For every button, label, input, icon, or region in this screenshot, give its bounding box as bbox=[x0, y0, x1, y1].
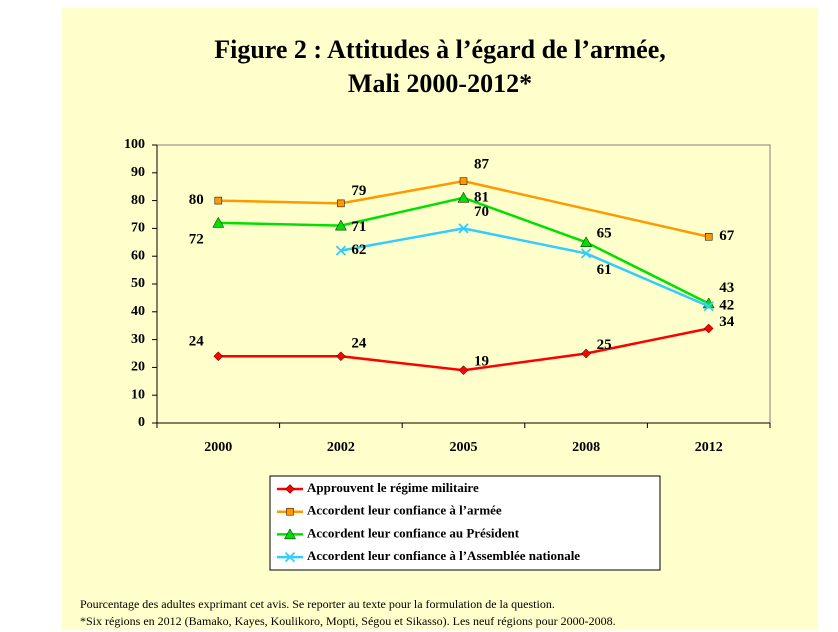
data-label: 24 bbox=[189, 334, 205, 350]
marker bbox=[335, 245, 347, 256]
data-label: 62 bbox=[351, 242, 366, 258]
legend-label: Accordent leur confiance à l’armée bbox=[307, 503, 502, 518]
marker bbox=[704, 232, 713, 241]
marker bbox=[214, 196, 223, 205]
data-label: 81 bbox=[474, 189, 489, 205]
marker bbox=[213, 351, 224, 362]
footnote: *Six régions en 2012 (Bamako, Kayes, Kou… bbox=[80, 614, 616, 628]
marker bbox=[458, 365, 469, 376]
y-tick-label: 70 bbox=[131, 221, 145, 236]
data-label: 34 bbox=[719, 314, 735, 330]
chart-title: Figure 2 : Attitudes à l’égard de l’armé… bbox=[214, 35, 666, 64]
legend bbox=[269, 475, 661, 571]
data-label: 65 bbox=[597, 226, 612, 242]
x-tick-label: 2005 bbox=[450, 440, 478, 455]
legend-label: Accordent leur confiance au Président bbox=[307, 525, 520, 540]
series-line bbox=[340, 227, 710, 308]
legend-label: Approuvent le régime militaire bbox=[307, 480, 479, 495]
y-tick-label: 60 bbox=[131, 248, 145, 263]
data-label: 72 bbox=[189, 231, 204, 247]
y-tick-label: 90 bbox=[131, 165, 145, 180]
x-tick-label: 2000 bbox=[204, 440, 232, 455]
data-label: 19 bbox=[474, 354, 489, 370]
data-label: 70 bbox=[474, 204, 489, 220]
data-label: 43 bbox=[719, 280, 734, 296]
x-tick-label: 2012 bbox=[695, 440, 723, 455]
footnote: Pourcentage des adultes exprimant cet av… bbox=[80, 597, 555, 611]
data-label: 79 bbox=[351, 183, 366, 199]
x-tick-label: 2002 bbox=[327, 440, 355, 455]
marker bbox=[459, 177, 468, 185]
legend-marker bbox=[285, 484, 295, 494]
data-label: 80 bbox=[189, 192, 204, 208]
legend-marker bbox=[284, 551, 296, 563]
marker bbox=[703, 323, 714, 334]
y-tick-label: 50 bbox=[131, 276, 145, 291]
legend-marker bbox=[286, 507, 294, 516]
marker bbox=[212, 216, 225, 228]
data-label: 87 bbox=[474, 157, 490, 173]
marker bbox=[703, 301, 714, 312]
y-tick-label: 80 bbox=[131, 193, 145, 208]
marker bbox=[336, 351, 346, 362]
marker bbox=[337, 199, 345, 208]
data-label: 67 bbox=[719, 228, 735, 244]
marker bbox=[581, 348, 591, 359]
marker bbox=[580, 248, 592, 259]
data-label: 24 bbox=[351, 336, 367, 352]
data-label: 42 bbox=[719, 298, 734, 314]
marker bbox=[580, 236, 593, 248]
y-tick-label: 20 bbox=[131, 360, 145, 375]
data-label: 61 bbox=[597, 262, 612, 278]
y-tick-label: 30 bbox=[131, 332, 145, 347]
x-tick-label: 2008 bbox=[572, 440, 600, 455]
marker bbox=[334, 219, 347, 231]
chart-title: Mali 2000-2012* bbox=[348, 69, 532, 98]
plot-area bbox=[156, 144, 771, 424]
legend-marker bbox=[284, 528, 296, 540]
y-tick-label: 100 bbox=[124, 137, 145, 152]
legend-label: Accordent leur confiance à l’Assemblée n… bbox=[307, 548, 580, 563]
y-tick-label: 40 bbox=[131, 304, 145, 319]
data-label: 71 bbox=[351, 219, 366, 235]
y-tick-label: 10 bbox=[131, 387, 145, 402]
marker bbox=[457, 191, 470, 203]
marker bbox=[458, 223, 469, 234]
data-label: 25 bbox=[597, 337, 612, 353]
y-tick-label: 0 bbox=[138, 415, 145, 430]
gap-connector bbox=[463, 179, 709, 238]
